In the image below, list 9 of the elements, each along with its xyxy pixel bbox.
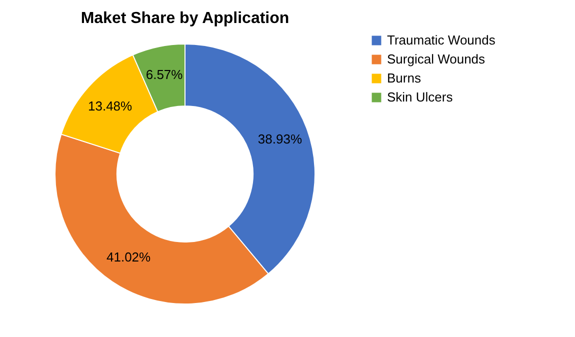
legend-label: Surgical Wounds — [387, 52, 486, 66]
data-label: 38.93% — [258, 132, 302, 147]
chart-title: Maket Share by Application — [80, 10, 290, 27]
data-label: 41.02% — [106, 250, 152, 265]
legend-label: Skin Ulcers — [387, 90, 454, 104]
data-label: 13.48% — [88, 98, 133, 114]
legend-label: Burns — [387, 70, 422, 86]
legend-label: Traumatic Wounds — [387, 32, 496, 48]
data-label: 6.57% — [146, 67, 184, 82]
